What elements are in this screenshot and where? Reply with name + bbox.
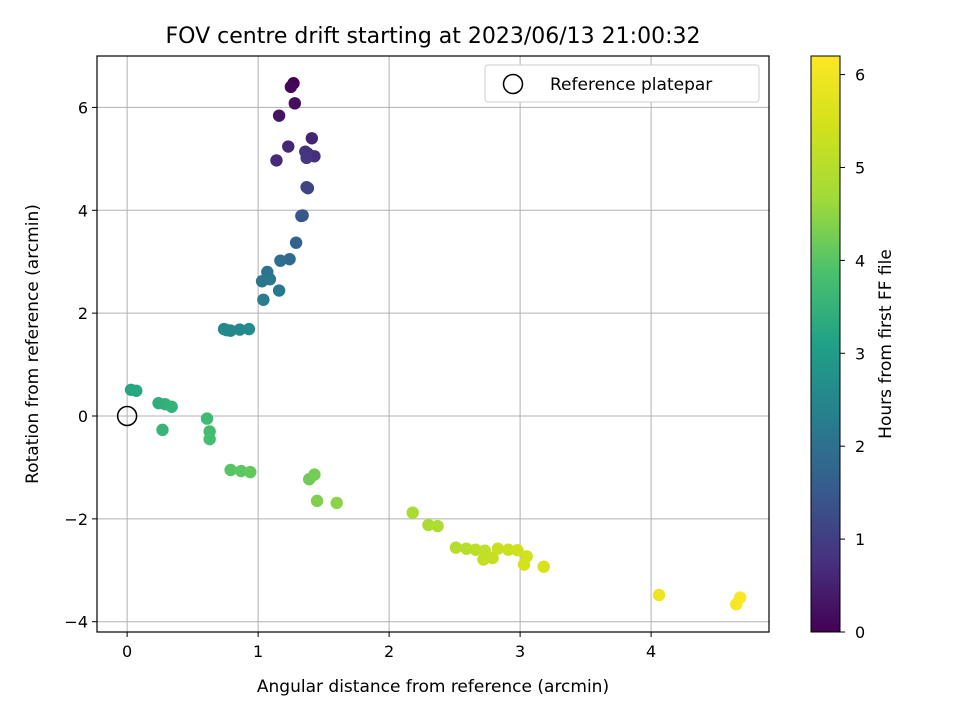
scatter-point <box>469 543 482 556</box>
scatter-point <box>224 463 237 477</box>
scatter-point <box>486 551 499 565</box>
y-tick-label: 2 <box>78 304 88 323</box>
scatter-point <box>460 542 473 555</box>
scatter-point <box>537 560 550 573</box>
x-axis-label: Angular distance from reference (arcmin) <box>257 677 609 697</box>
scatter-point <box>511 544 524 557</box>
scatter-point <box>272 109 286 122</box>
data-points <box>116 77 747 611</box>
colorbar-tick-label: 3 <box>855 344 865 363</box>
colorbar-tick-label: 0 <box>855 623 865 642</box>
colorbar-label: Hours from first FF file <box>876 249 896 439</box>
colorbar <box>810 55 841 633</box>
scatter-point <box>308 468 321 481</box>
colorbar-tick-label: 1 <box>855 530 865 549</box>
x-tick-label: 2 <box>384 642 394 661</box>
scatter-point <box>263 273 277 286</box>
scatter-point <box>283 252 296 266</box>
scatter-point <box>491 542 505 555</box>
y-tick-label: 4 <box>78 201 88 220</box>
y-tick-label: 6 <box>78 98 88 117</box>
scatter-point <box>300 151 313 165</box>
scatter-point <box>288 97 302 110</box>
y-tick-label: 0 <box>78 407 88 426</box>
x-tick-label: 0 <box>122 642 132 661</box>
scatter-point <box>422 518 435 532</box>
y-tick-label: −2 <box>64 510 88 529</box>
scatter-point <box>200 412 214 425</box>
scatter-point <box>305 132 319 145</box>
scatter-point <box>517 558 531 571</box>
x-tick-label: 4 <box>646 642 656 661</box>
scatter-point <box>406 506 419 519</box>
scatter-point <box>300 180 313 194</box>
plot-frame <box>96 55 770 633</box>
colorbar-tick-label: 2 <box>855 437 865 456</box>
scatter-point <box>242 322 256 336</box>
scatter-point <box>431 519 444 533</box>
x-ticks: 0 1 2 3 4 <box>122 632 656 661</box>
scatter-point <box>282 140 295 153</box>
colorbar-ticks: 0 1 2 3 4 5 6 <box>840 66 865 642</box>
legend-label-reference: Reference platepar <box>550 75 712 95</box>
scatter-point <box>272 284 286 297</box>
scatter-point <box>203 432 216 446</box>
chart-title: FOV centre drift starting at 2023/06/13 … <box>166 24 701 49</box>
y-ticks: −4 −2 0 2 4 6 <box>64 98 97 632</box>
scatter-point <box>156 423 169 437</box>
scatter-point <box>330 496 343 510</box>
colorbar-tick-label: 4 <box>855 251 865 270</box>
scatter-point <box>284 80 298 94</box>
colorbar-tick-label: 5 <box>855 158 865 177</box>
x-tick-label: 3 <box>515 642 525 661</box>
scatter-point <box>733 591 747 604</box>
scatter-point <box>165 400 178 413</box>
scatter-point <box>502 543 515 556</box>
scatter-point <box>220 323 233 337</box>
y-axis-label: Rotation from reference (arcmin) <box>23 204 43 484</box>
legend-box <box>484 64 760 103</box>
reference-platepar-marker <box>116 405 138 427</box>
scatter-point <box>652 588 666 602</box>
scatter-point <box>289 236 303 249</box>
legend: Reference platepar <box>484 64 760 103</box>
scatter-point <box>310 494 324 508</box>
scatter-point <box>270 154 283 167</box>
colorbar-tick-label: 6 <box>855 66 865 85</box>
scatter-point <box>296 209 309 222</box>
scatter-point <box>449 541 463 554</box>
scatter-point <box>274 254 287 267</box>
scatter-point <box>130 384 143 397</box>
y-tick-label: −4 <box>64 613 88 632</box>
scatter-point <box>257 293 270 306</box>
scatter-point <box>477 553 490 566</box>
grid-lines <box>97 56 769 632</box>
legend-marker-reference <box>502 73 524 95</box>
x-tick-label: 1 <box>253 642 263 661</box>
scatter-point <box>234 464 248 478</box>
scatter-point <box>244 465 257 479</box>
scatter-point <box>233 323 246 336</box>
